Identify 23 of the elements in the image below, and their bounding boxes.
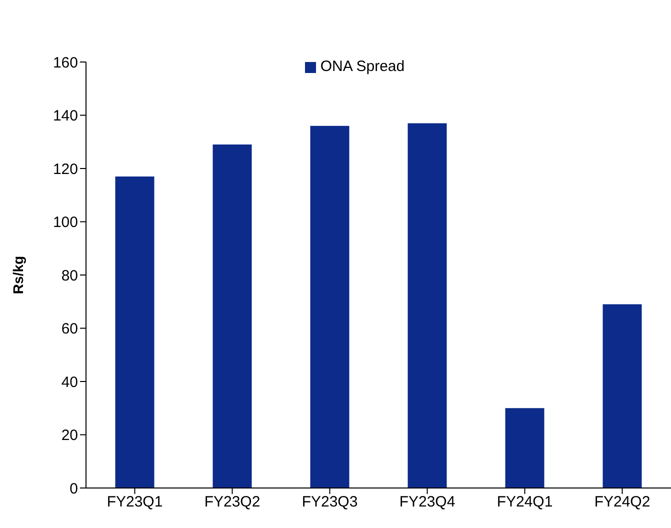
bar: [408, 123, 447, 488]
x-tick-label: FY23Q1: [106, 494, 163, 511]
y-tick-label: 120: [52, 160, 78, 178]
y-tick-label: 80: [61, 267, 78, 284]
y-tick-label: 0: [70, 480, 78, 498]
x-tick-label: FY23Q2: [204, 494, 260, 511]
bar: [602, 304, 642, 488]
bar: [310, 126, 350, 488]
bar: [115, 176, 154, 488]
y-tick-label: 40: [61, 374, 78, 391]
y-tick-label: 60: [61, 320, 78, 338]
y-tick-label: 140: [52, 108, 78, 125]
bar: [212, 144, 252, 488]
x-tick-label: FY23Q4: [399, 494, 456, 511]
x-tick-label: FY24Q2: [594, 494, 650, 511]
y-axis-title: Rs/kg: [10, 256, 26, 294]
x-tick-label: FY24Q1: [496, 494, 553, 511]
legend-label: ONA Spread: [320, 58, 405, 75]
y-tick-label: 20: [61, 427, 78, 444]
y-tick-label: 100: [52, 214, 78, 232]
x-tick-label: FY23Q3: [302, 494, 358, 511]
bar: [505, 408, 544, 488]
y-tick-label: 160: [52, 54, 78, 72]
